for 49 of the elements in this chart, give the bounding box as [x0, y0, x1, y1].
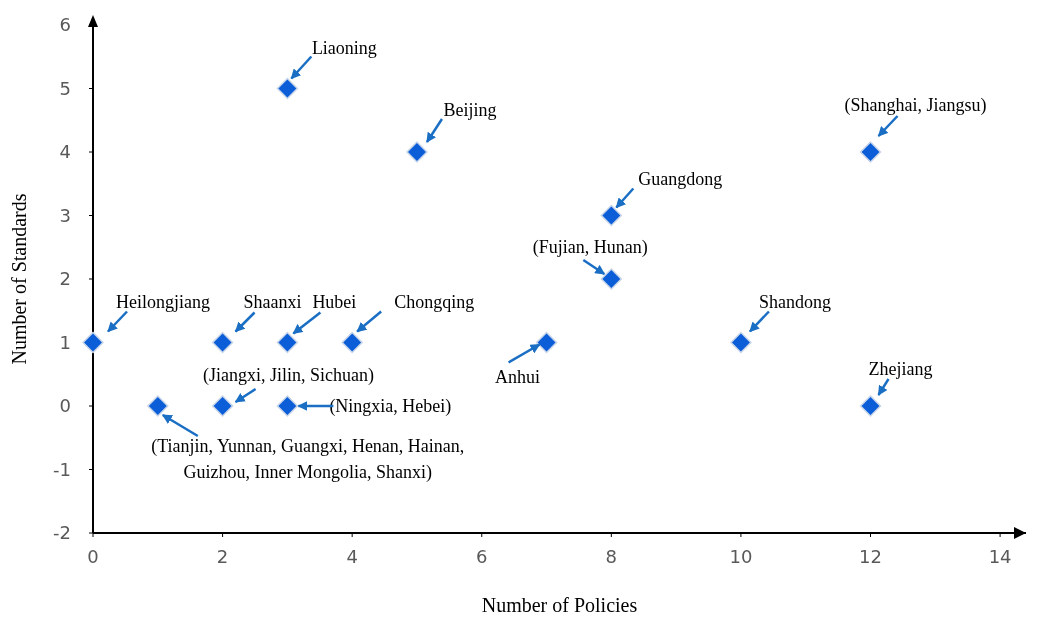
annotation: Shaanxi: [243, 291, 302, 312]
point: [147, 395, 169, 417]
annotation: Anhui: [495, 366, 541, 387]
annotation: (Jiangxi, Jilin, Sichuan): [203, 365, 375, 386]
y-tick-label: 2: [59, 268, 71, 290]
point: [600, 204, 623, 227]
y-tick-label: 1: [59, 331, 71, 353]
y-tick-label: 0: [59, 395, 71, 417]
x-tick-label: 10: [729, 546, 753, 567]
x-tick-label: 2: [216, 546, 229, 567]
point: [859, 395, 882, 417]
y-tick-label: -1: [53, 458, 71, 480]
y-axis-title: Number of Standards: [8, 193, 30, 365]
y-tick-label: 6: [59, 14, 71, 36]
y-tick-label: 5: [59, 77, 71, 99]
point: [82, 331, 104, 354]
annotation: (Shanghai, Jiangsu): [844, 95, 987, 116]
x-tick-label: 6: [476, 546, 488, 567]
x-tick-label: 12: [859, 546, 882, 567]
point: [276, 331, 299, 354]
point: [276, 77, 299, 100]
point: [859, 141, 882, 163]
point: [341, 331, 363, 354]
x-axis-title: Number of Policies: [481, 594, 638, 616]
y-tick-label: 3: [59, 204, 71, 226]
annotation: (Fujian, Hunan): [532, 237, 648, 258]
annotation: Shandong: [758, 291, 831, 312]
point: [730, 331, 752, 354]
y-tick-label: -2: [53, 522, 71, 544]
annotation: (Tianjin, Yunnan, Guangxi, Henan, Hainan, Guizhou, Inner Mongolia, Shanxi): [151, 436, 465, 483]
annotation: Guangdong: [638, 168, 723, 189]
y-tick-label: 4: [59, 141, 71, 163]
point: [535, 331, 558, 354]
x-tick-label: 4: [346, 546, 358, 567]
annotation: Chongqing: [394, 291, 475, 312]
annotation: Liaoning: [311, 37, 377, 58]
annotation: Zhejiang: [868, 359, 933, 379]
x-tick-label: 0: [87, 546, 99, 567]
x-tick-label: 8: [605, 546, 618, 567]
point: [406, 141, 428, 163]
annotation: Hubei: [312, 291, 357, 312]
point: [211, 395, 234, 417]
annotation: Beijing: [443, 100, 497, 120]
annotation: Heilongjiang: [116, 291, 210, 312]
point: [600, 268, 623, 290]
annotation: (Ningxia, Hebei): [329, 396, 452, 417]
point: [211, 331, 234, 354]
point: [276, 395, 299, 417]
x-tick-label: 14: [988, 546, 1012, 567]
